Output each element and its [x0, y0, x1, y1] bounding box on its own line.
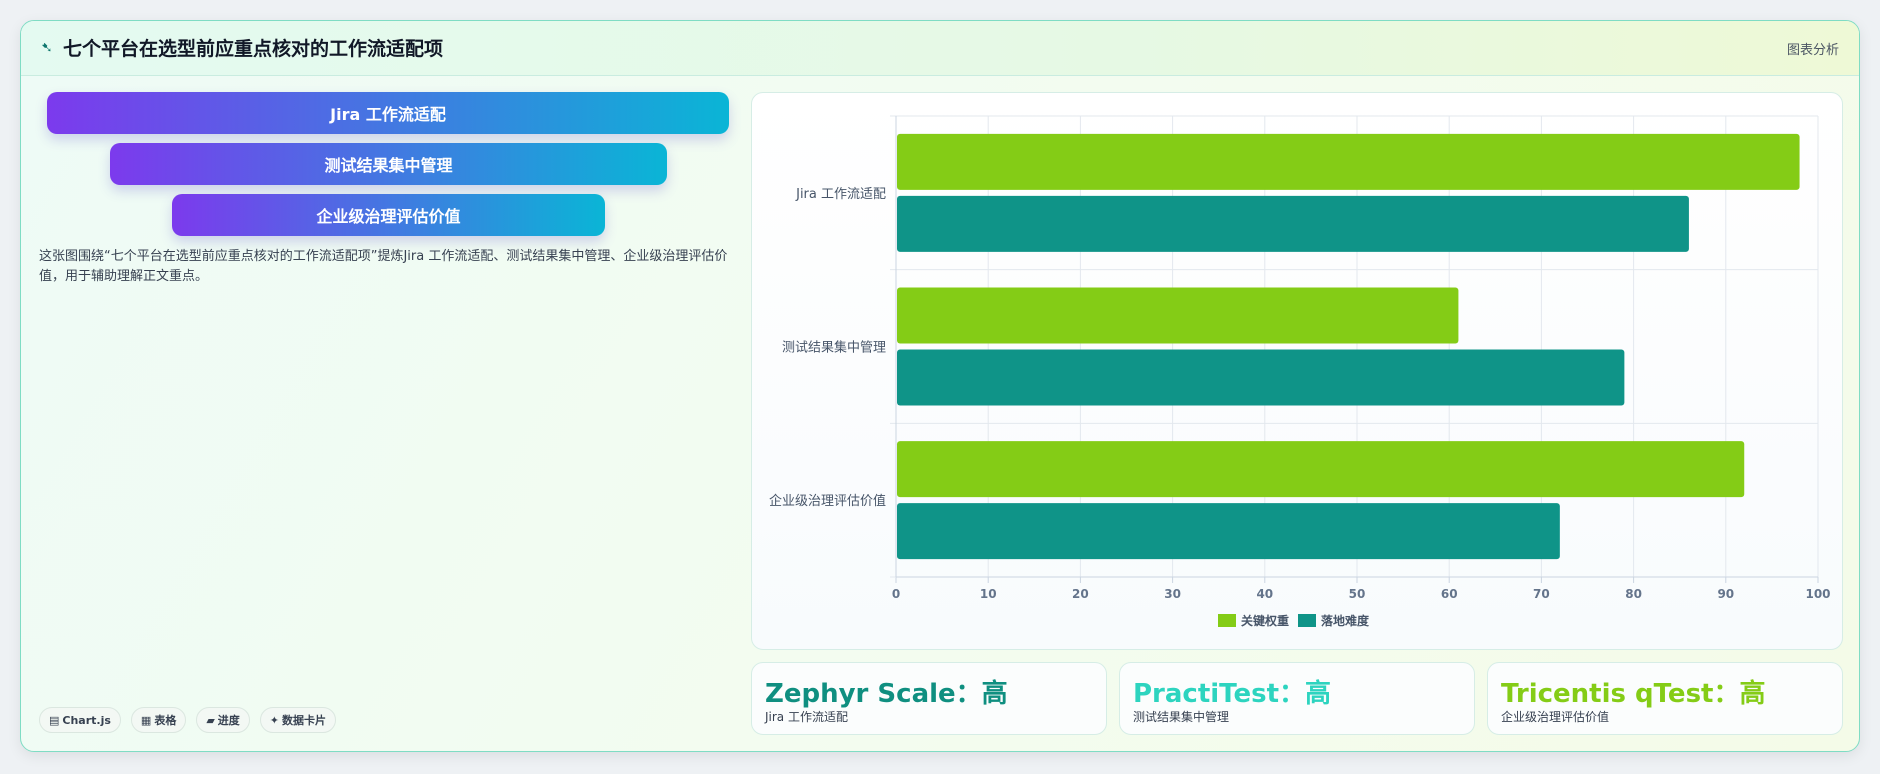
x-tick-label: 100 [1805, 587, 1830, 601]
card-header: ➷ 七个平台在选型前应重点核对的工作流适配项 图表分析 [21, 21, 1859, 76]
stat-card-practitest: PractiTest：高 测试结果集中管理 [1119, 662, 1475, 735]
page-title: 七个平台在选型前应重点核对的工作流适配项 [63, 38, 444, 60]
content-card: ➷ 七个平台在选型前应重点核对的工作流适配项 图表分析 Jira 工作流适配 测… [20, 20, 1860, 752]
tag-data-card[interactable]: ✦ 数据卡片 [259, 707, 337, 733]
y-tick-label: 测试结果集中管理 [782, 340, 886, 356]
feature-tags: ▤ Chart.js ▦ 表格 ▰ 进度 ✦ 数据卡片 [39, 707, 337, 733]
x-tick-label: 30 [1164, 587, 1181, 601]
tag-label: 进度 [217, 714, 240, 727]
y-tick-label: 企业级治理评估价值 [769, 493, 886, 509]
stat-value: PractiTest：高 [1133, 679, 1331, 709]
leaf-icon: ➷ [41, 40, 53, 56]
tag-label: 数据卡片 [282, 714, 327, 727]
legend-label: 关键权重 [1241, 613, 1289, 628]
stat-value: Tricentis qTest：高 [1501, 679, 1766, 709]
stat-label: 测试结果集中管理 [1133, 710, 1230, 724]
chart-panel: 0 10 20 30 40 50 60 70 80 90 100 Jira 工作流适配测试结果集中管理… [751, 92, 1843, 650]
x-tick-label: 50 [1349, 587, 1366, 601]
stat-card-qtest: Tricentis qTest：高 企业级治理评估价值 [1487, 662, 1843, 735]
chart-icon: ▤ [49, 713, 60, 727]
legend-label: 落地难度 [1321, 613, 1370, 628]
bar-difficulty [897, 503, 1560, 560]
stat-value: Zephyr Scale：高 [765, 679, 1008, 709]
progress-icon: ▰ [206, 713, 215, 727]
bar-weight [897, 133, 1800, 190]
tag-chartjs[interactable]: ▤ Chart.js [39, 707, 121, 733]
funnel-step-3: 企业级治理评估价值 [172, 194, 605, 236]
stat-card-zephyr: Zephyr Scale：高 Jira 工作流适配 [751, 662, 1107, 735]
x-tick-label: 60 [1441, 587, 1458, 601]
y-tick-label: Jira 工作流适配 [795, 187, 886, 202]
x-tick-label: 80 [1625, 587, 1642, 601]
stat-label: 企业级治理评估价值 [1501, 710, 1610, 724]
x-tick-label: 90 [1717, 587, 1734, 601]
stat-label: Jira 工作流适配 [765, 710, 848, 724]
tag-label: Chart.js [62, 713, 111, 727]
tag-progress[interactable]: ▰ 进度 [196, 707, 250, 733]
bar-difficulty [897, 349, 1625, 406]
x-tick-label: 40 [1256, 587, 1273, 601]
x-tick-label: 0 [892, 587, 900, 601]
bar-chart: 0 10 20 30 40 50 60 70 80 90 100 Jira 工作流适配测试结果集中管理… [769, 115, 1831, 628]
x-tick-label: 20 [1072, 587, 1089, 601]
bar-difficulty [897, 195, 1689, 252]
chart-description: 这张图围绕“七个平台在选型前应重点核对的工作流适配项”提炼Jira 工作流适配、… [39, 249, 728, 284]
x-tick-label: 70 [1533, 587, 1550, 601]
bar-weight [897, 441, 1745, 498]
chart-analysis-link[interactable]: 图表分析 [1786, 43, 1839, 58]
bar-weight [897, 287, 1459, 344]
table-icon: ▦ [140, 713, 152, 727]
tag-table[interactable]: ▦ 表格 [130, 707, 187, 733]
card-icon: ✦ [269, 713, 280, 727]
legend-swatch [1298, 614, 1316, 627]
x-tick-label: 10 [980, 587, 997, 601]
funnel-step-2: 测试结果集中管理 [110, 143, 667, 185]
funnel-step-1: Jira 工作流适配 [47, 92, 729, 134]
legend-swatch [1218, 614, 1236, 627]
tag-label: 表格 [154, 714, 177, 727]
